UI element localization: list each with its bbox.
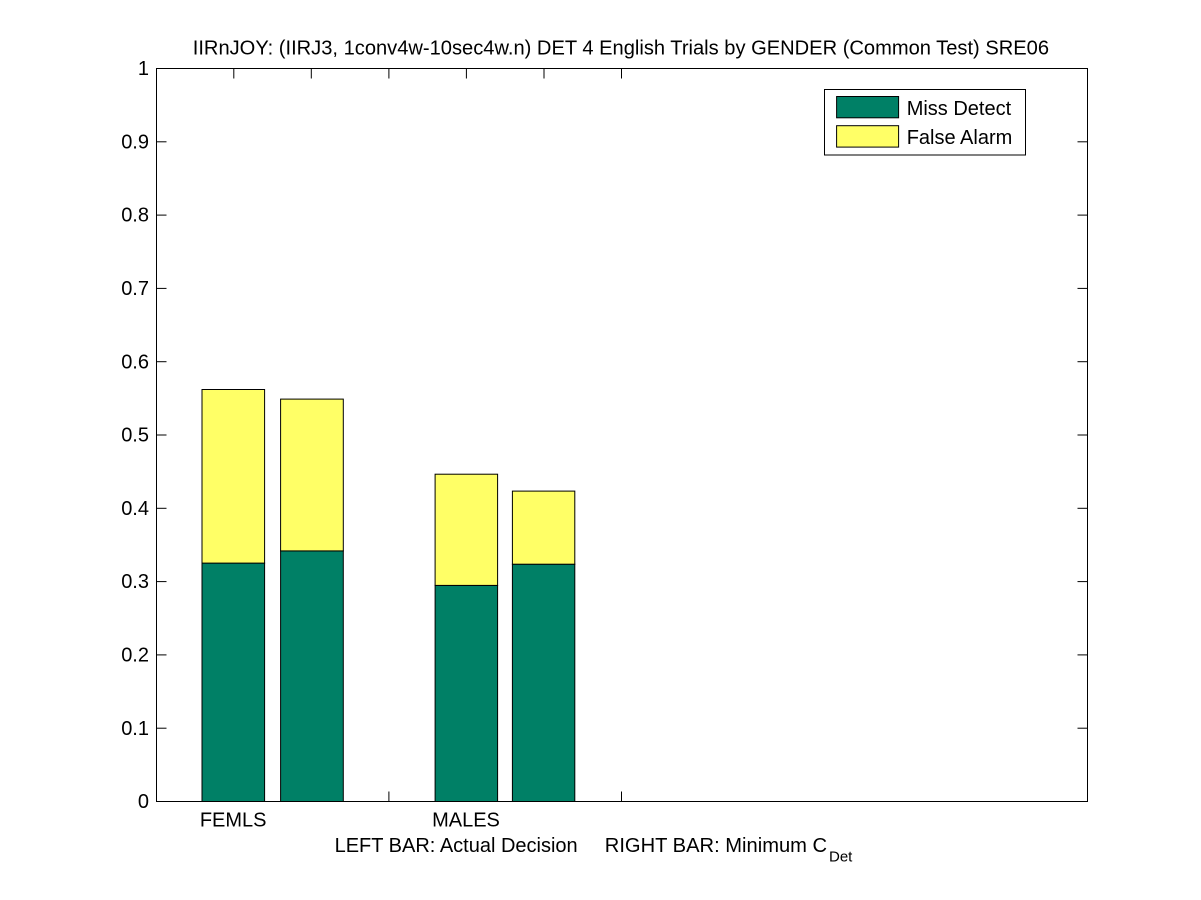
svg-text:0.7: 0.7: [121, 278, 149, 300]
svg-text:RIGHT BAR: Minimum C: RIGHT BAR: Minimum C: [605, 835, 827, 857]
svg-text:Miss Detect: Miss Detect: [907, 98, 1012, 120]
svg-text:0.5: 0.5: [121, 425, 149, 447]
svg-text:0.8: 0.8: [121, 205, 149, 227]
svg-text:MALES: MALES: [432, 809, 500, 831]
svg-text:0.1: 0.1: [121, 718, 149, 740]
svg-text:LEFT BAR: Actual Decision: LEFT BAR: Actual Decision: [335, 835, 578, 857]
svg-text:1: 1: [138, 58, 149, 80]
svg-text:0.3: 0.3: [121, 571, 149, 593]
svg-text:0.2: 0.2: [121, 645, 149, 667]
svg-text:0.9: 0.9: [121, 131, 149, 153]
svg-text:0.4: 0.4: [121, 498, 149, 520]
svg-text:FEMLS: FEMLS: [200, 809, 267, 831]
svg-text:Det: Det: [829, 849, 853, 866]
svg-text:False Alarm: False Alarm: [907, 127, 1013, 149]
svg-text:0.6: 0.6: [121, 351, 149, 373]
svg-text:IIRnJOY: (IIRJ3, 1conv4w-10sec: IIRnJOY: (IIRJ3, 1conv4w-10sec4w.n) DET …: [193, 38, 1049, 60]
svg-text:0: 0: [138, 791, 149, 813]
